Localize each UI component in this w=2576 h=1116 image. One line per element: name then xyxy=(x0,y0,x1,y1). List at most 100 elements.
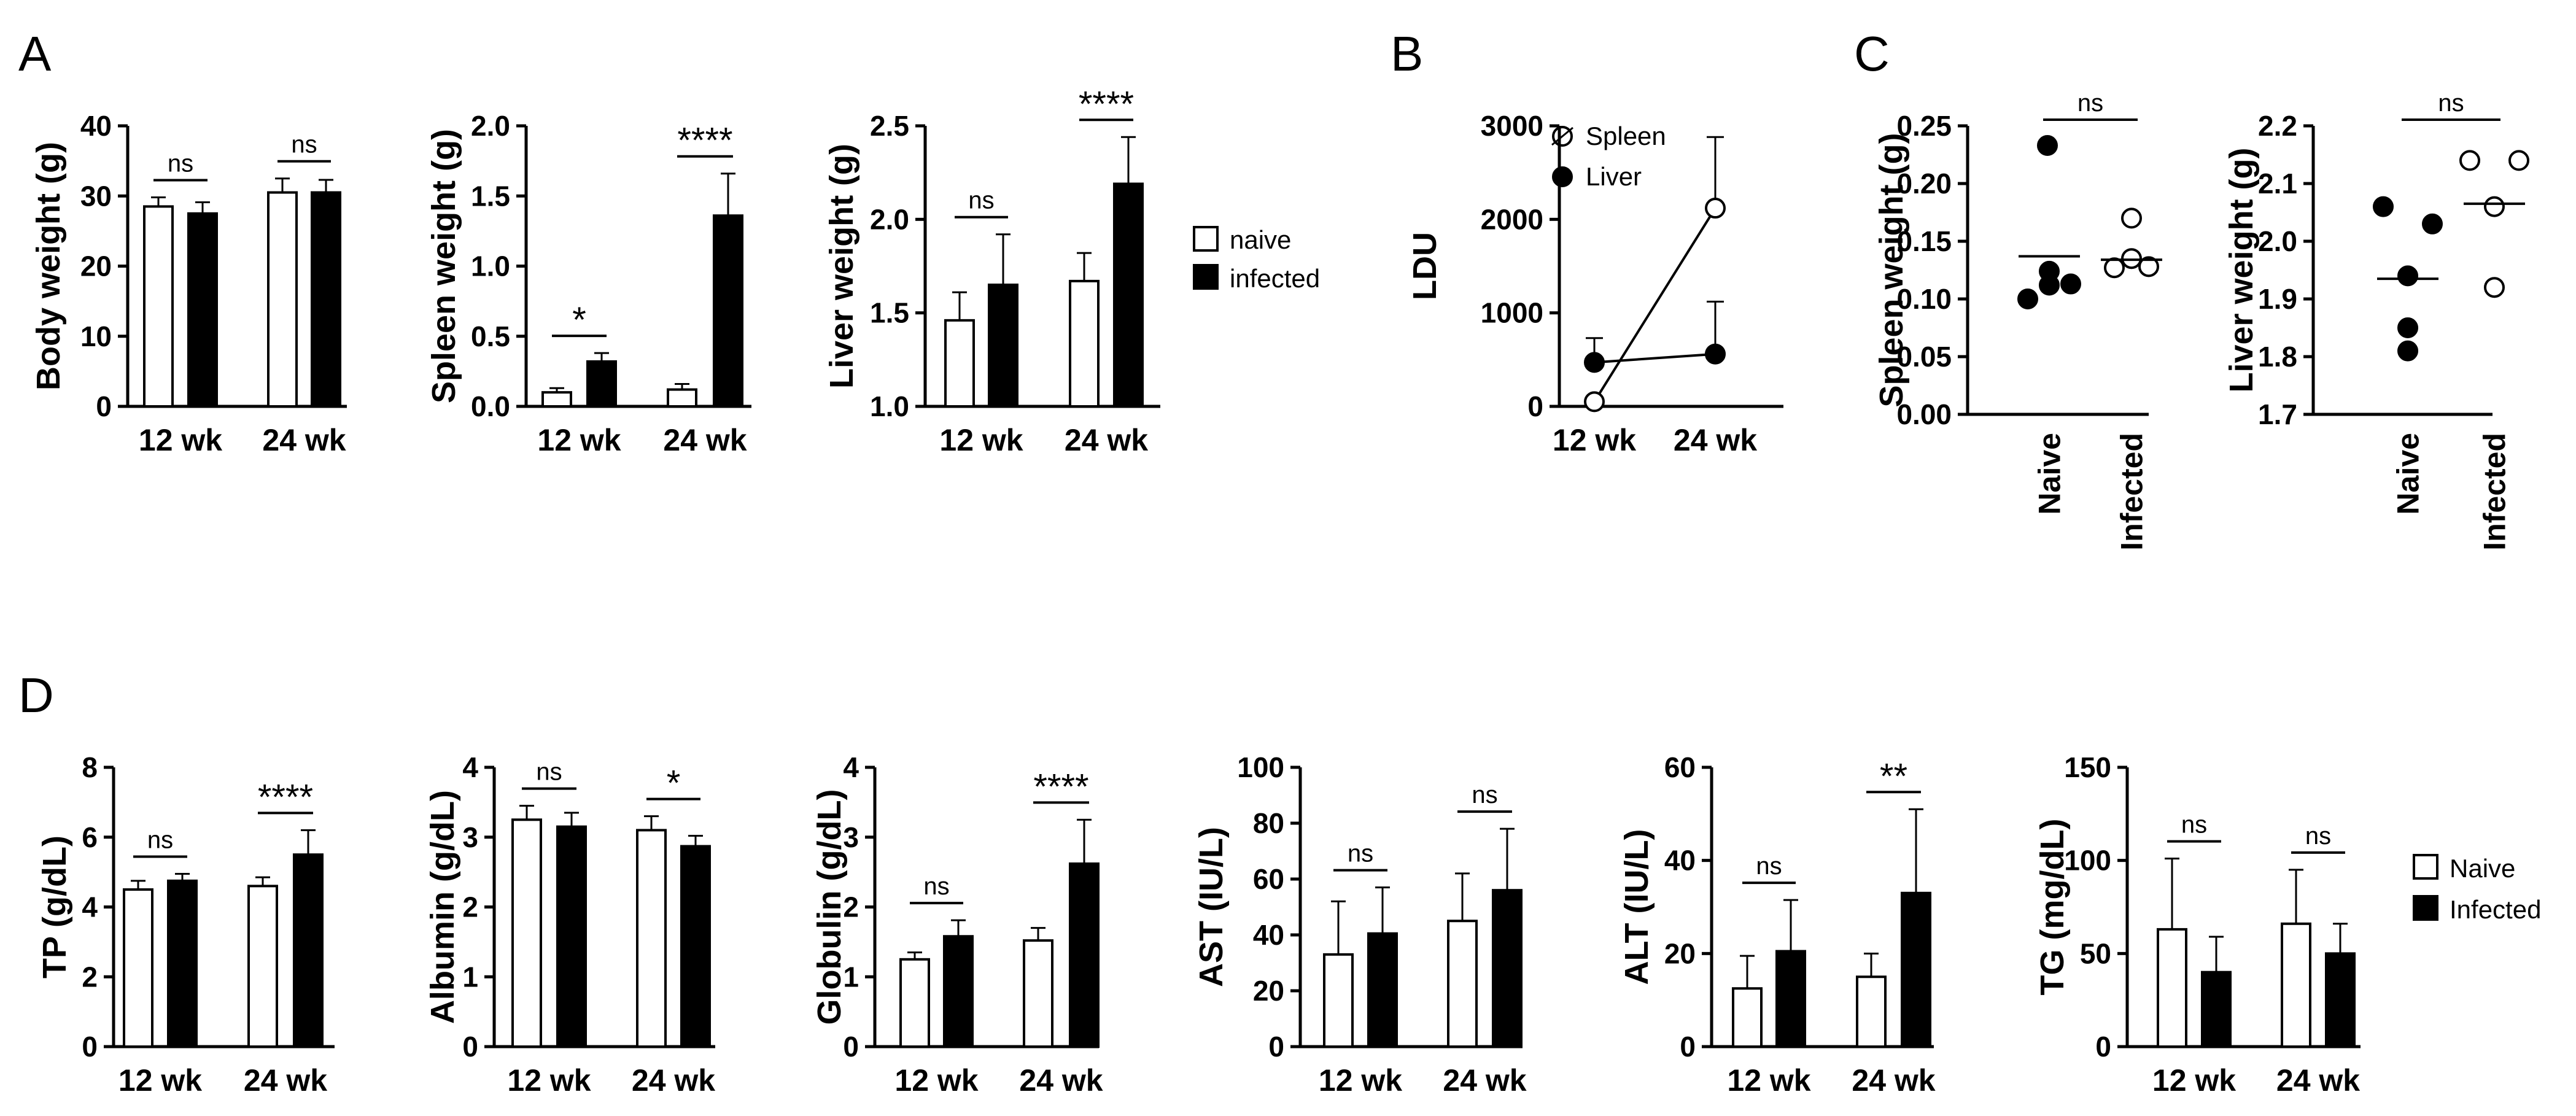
y-axis-title: Spleen weight (g) xyxy=(1873,133,1910,407)
bar-infected-1 xyxy=(1113,182,1144,408)
x-category-label: Naive xyxy=(2033,433,2067,514)
y-axis-title: TP (g/dL) xyxy=(36,835,73,978)
significance-label: **** xyxy=(677,121,732,161)
y-tick-label: 0.10 xyxy=(1896,283,1952,315)
legend-b-marker-spleen-slash xyxy=(1551,126,1573,146)
y-tick-label: 0 xyxy=(96,390,112,422)
y-axis-title: AST (IU/L) xyxy=(1193,827,1230,987)
bar-infected-0 xyxy=(943,935,974,1048)
legend-d-swatch-naive xyxy=(2413,854,2438,880)
y-tick-label: 2000 xyxy=(1481,203,1543,235)
bar-naive-1 xyxy=(2281,922,2311,1048)
y-tick-label: 2.1 xyxy=(2258,168,2297,200)
legend-a-label-infected: infected xyxy=(1230,264,1320,293)
y-tick-label: 2.0 xyxy=(870,203,909,235)
y-tick-label: 50 xyxy=(2080,937,2111,969)
bar-naive-1 xyxy=(247,885,278,1048)
y-axis-title: Albumin (g/dL) xyxy=(424,790,461,1024)
chart-tg: 0 50 100 150 TG (mg/dL) 12 wk ns 24 wk ns xyxy=(2034,751,2361,1098)
y-tick-label: 1.0 xyxy=(870,390,909,422)
y-tick-label: 20 xyxy=(80,250,112,282)
bar-infected-0 xyxy=(988,283,1018,408)
significance-label: **** xyxy=(1079,84,1134,124)
chart-spleen_weight: 0.0 0.5 1.0 1.5 2.0 Spleen weight (g) 12 wk * 24… xyxy=(425,110,751,457)
x-category-label: Infected xyxy=(2478,433,2512,551)
significance-label: ns xyxy=(1472,781,1497,808)
y-tick-label: 0 xyxy=(1680,1031,1696,1063)
bar-infected-0 xyxy=(586,360,617,408)
bar-infected-0 xyxy=(2201,971,2232,1048)
bar-naive-0 xyxy=(1732,987,1763,1048)
significance-label: ns xyxy=(2438,90,2464,117)
x-category-label: 12 wk xyxy=(118,1063,202,1098)
significance-label: **** xyxy=(1033,767,1088,807)
bar-infected-1 xyxy=(680,845,711,1048)
x-category-label: 24 wk xyxy=(2276,1063,2360,1098)
panel-letter-d: D xyxy=(18,668,54,723)
point-infected xyxy=(2121,207,2142,229)
y-axis-title: Liver weight (g) xyxy=(2223,147,2260,392)
y-tick-label: 0.00 xyxy=(1896,398,1952,430)
legend-d: Naive Infected xyxy=(2413,854,2541,924)
bar-infected-1 xyxy=(311,191,341,408)
y-tick-label: 0.15 xyxy=(1896,225,1952,257)
y-tick-label: 0.5 xyxy=(471,320,510,352)
point-naive xyxy=(2397,317,2418,338)
x-category-label: 24 wk xyxy=(262,423,346,457)
significance-label: ns xyxy=(536,759,562,786)
bar-naive-1 xyxy=(1856,975,1887,1048)
y-tick-label: 0 xyxy=(1527,390,1543,422)
bar-naive-0 xyxy=(143,205,174,408)
y-tick-label: 6 xyxy=(82,821,98,853)
significance-label: * xyxy=(667,764,681,804)
y-tick-label: 2.0 xyxy=(2258,225,2297,257)
point-naive xyxy=(2017,289,2038,309)
y-tick-label: 20 xyxy=(1664,937,1696,969)
y-axis-title: Spleen weight (g) xyxy=(425,129,462,403)
x-category-label: 12 wk xyxy=(939,423,1023,457)
chart-tp: 0 2 4 6 8 TP (g/dL) 12 wk ns 24 wk **** xyxy=(36,751,335,1098)
point-infected xyxy=(2104,257,2125,279)
bar-naive-0 xyxy=(123,888,153,1048)
legend-b-label-liver: Liver xyxy=(1586,162,1642,191)
y-tick-label: 2 xyxy=(843,891,859,923)
x-category-label: 12 wk xyxy=(2152,1063,2236,1098)
significance-label: ns xyxy=(147,826,173,853)
bar-infected-0 xyxy=(187,212,218,408)
y-tick-label: 1 xyxy=(462,961,478,993)
x-category-label: 12 wk xyxy=(1553,423,1636,457)
y-tick-label: 2.2 xyxy=(2258,110,2297,142)
point-naive xyxy=(2397,340,2418,362)
panel-letter-c: C xyxy=(1854,26,1890,81)
x-category-label: 12 wk xyxy=(1319,1063,1402,1098)
x-category-label: 12 wk xyxy=(894,1063,978,1098)
bar-infected-1 xyxy=(1069,862,1100,1048)
x-category-label: 12 wk xyxy=(139,423,222,457)
point-infected xyxy=(2459,150,2480,171)
significance-label: ns xyxy=(168,150,193,177)
y-tick-label: 1000 xyxy=(1481,297,1543,329)
bar-infected-0 xyxy=(556,825,587,1048)
x-category-label: 12 wk xyxy=(1727,1063,1810,1098)
y-tick-label: 0 xyxy=(462,1031,478,1063)
bar-naive-0 xyxy=(944,319,975,408)
legend-b-marker-liver xyxy=(1552,166,1573,187)
significance-label: ns xyxy=(2181,812,2207,839)
significance-label: ns xyxy=(968,187,994,214)
point-naive xyxy=(2060,273,2081,295)
bar-infected-0 xyxy=(167,879,198,1048)
point-naive xyxy=(2373,196,2394,217)
y-tick-label: 0.25 xyxy=(1896,110,1952,142)
chart-globulin: 0 1 2 3 4 Globulin (g/dL) 12 wk ns 24 wk **** xyxy=(811,751,1103,1098)
bar-infected-1 xyxy=(1901,891,1931,1048)
bar-infected-1 xyxy=(2325,952,2356,1048)
legend-a-label-naive: naive xyxy=(1230,225,1291,254)
bar-infected-0 xyxy=(1775,950,1806,1048)
y-tick-label: 1.0 xyxy=(471,250,510,282)
y-tick-label: 0 xyxy=(2095,1031,2111,1063)
bar-infected-0 xyxy=(1367,932,1398,1048)
point-liver-0 xyxy=(1584,352,1605,373)
y-tick-label: 150 xyxy=(2064,751,2111,783)
